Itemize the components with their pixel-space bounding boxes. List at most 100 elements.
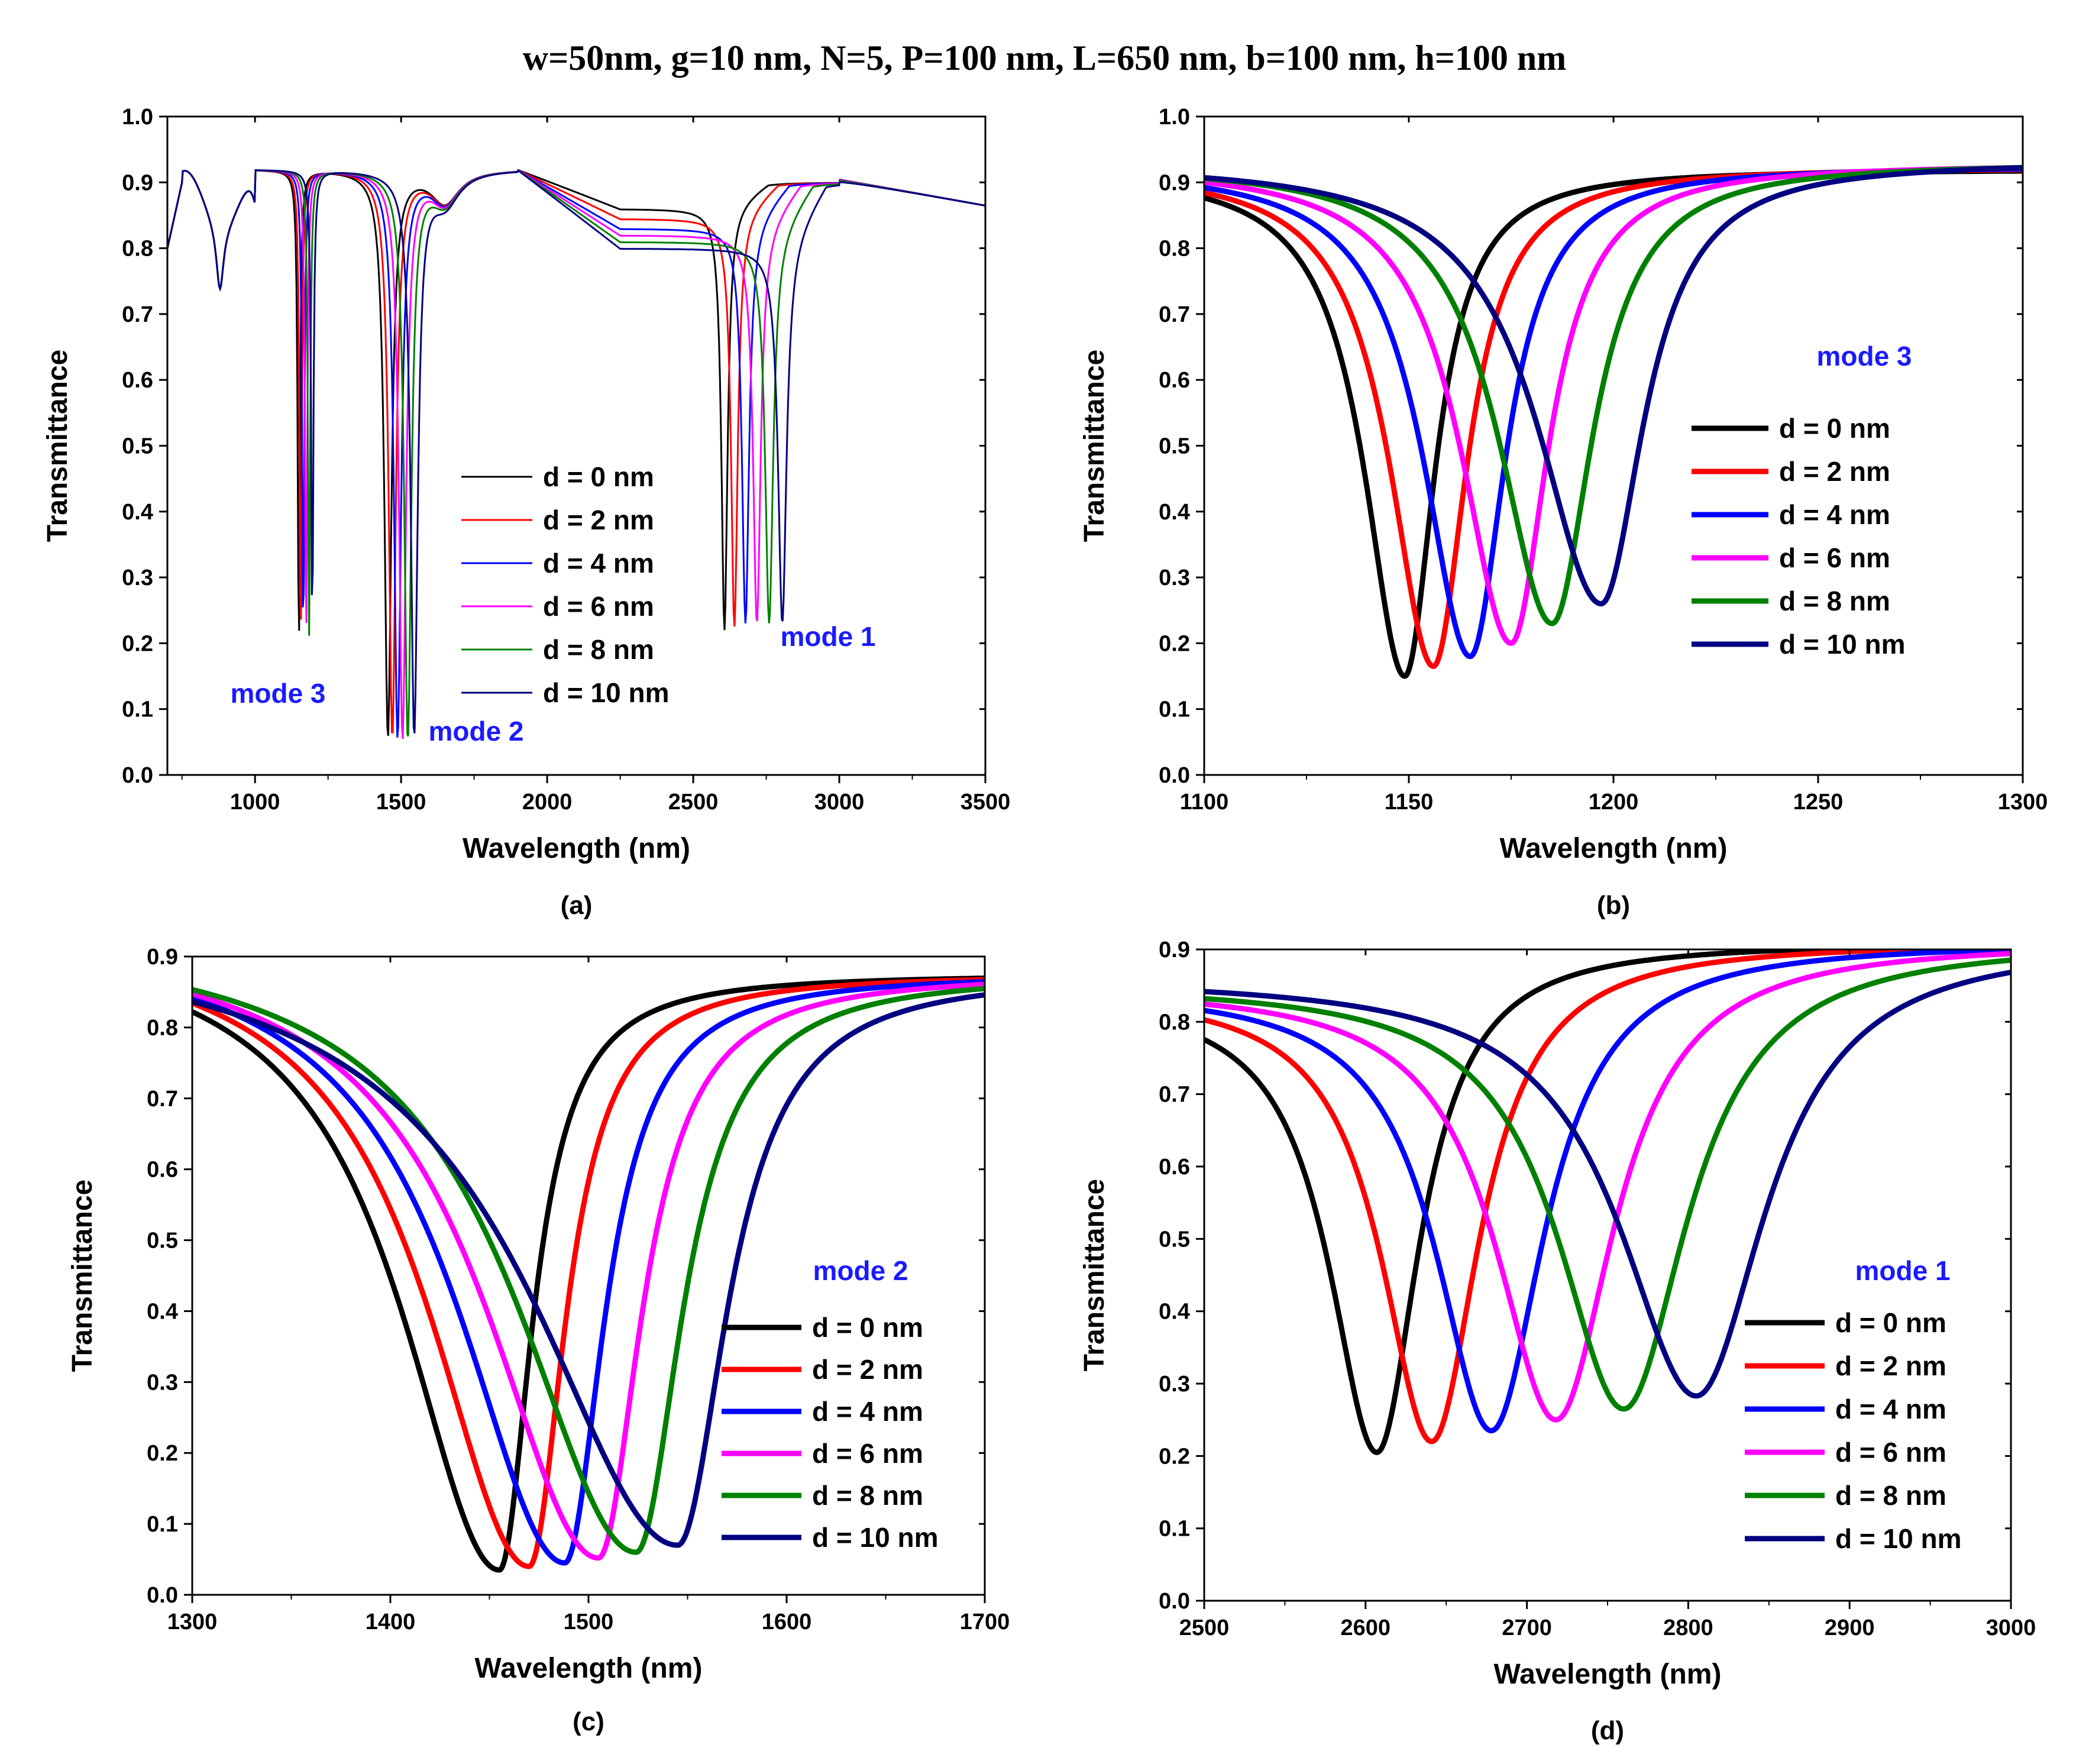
panel-a: 1000 1500 2000 2500 3000 3500 0.0 0.1 0.2 0.3 0.4 0… [42,105,1010,920]
series-line [1204,949,2011,1445]
mode-annotation: mode 1 [1855,1255,1950,1286]
series-line [1204,970,2011,1399]
legend-label: d = 2 nm [543,505,654,535]
y-axis-label: Transmittance [67,1180,98,1372]
series-line [1204,949,2011,1433]
x-tick-label: 2900 [1825,1616,1875,1640]
legend: d = 0 nm d = 2 nm d = 4 nm d = 6 nm d = 8 nm… [722,1312,938,1553]
x-tick-label: 1100 [1180,790,1228,815]
x-tick-label: 1600 [762,1610,812,1634]
series-line [192,979,985,1566]
x-tick-label: 1500 [376,790,426,815]
y-tick-label: 0.3 [147,1370,178,1395]
y-axis-label: Transmittance [1079,350,1110,542]
y-tick-label: 0.0 [1159,1589,1190,1614]
y-tick-label: 0.8 [1159,1010,1190,1035]
x-tick-label: 3000 [1986,1616,2036,1640]
y-tick-label: 0.3 [1159,566,1190,590]
y-tick-label: 0.7 [147,1087,178,1112]
legend-label: d = 10 nm [543,677,669,708]
y-tick-label: 0.1 [147,1512,178,1537]
panel-caption: (a) [561,891,593,920]
legend-label: d = 8 nm [812,1480,923,1511]
legend-label: d = 4 nm [543,548,654,579]
legend-label: d = 4 nm [1835,1394,1946,1424]
x-axis-label: Wavelength (nm) [475,1653,703,1684]
series-group [1204,949,2011,1455]
x-axis-label: Wavelength (nm) [463,833,690,864]
y-tick-label: 0.7 [122,302,153,327]
y-tick-label: 0.6 [1159,1155,1190,1180]
x-tick-label: 1200 [1589,790,1639,815]
x-tick-label: 2000 [522,790,573,815]
series-line [1204,168,2023,679]
x-tick-label: 1700 [960,1610,1010,1634]
y-tick-label: 0.6 [1159,368,1190,393]
series-group [167,169,985,739]
x-tick-label: 2500 [1179,1616,1230,1640]
y-tick-label: 0.0 [122,763,153,788]
legend-label: d = 8 nm [1835,1480,1946,1511]
series-line [1204,957,2011,1412]
y-tick-label: 0.5 [147,1229,178,1253]
series-line [192,986,985,1555]
series-line [192,977,985,1569]
series-line [167,169,985,734]
legend-label: d = 10 nm [1779,629,1905,660]
legend-label: d = 10 nm [1835,1523,1961,1554]
y-tick-label: 0.9 [1159,938,1190,962]
y-tick-label: 0.4 [1159,500,1190,525]
legend-label: d = 4 nm [1779,499,1890,530]
y-tick-label: 0.9 [147,945,178,970]
x-tick-label: 1300 [1998,790,2048,815]
legend-label: d = 2 nm [812,1354,923,1385]
mode-annotation: mode 3 [230,678,325,709]
mode-annotation: mode 3 [1816,341,1912,371]
y-tick-label: 0.3 [1159,1372,1190,1397]
series-line [1204,949,1922,1455]
x-tick-label: 1400 [366,1610,416,1634]
legend-label: d = 0 nm [543,461,654,492]
x-tick-label: 2600 [1341,1616,1391,1640]
y-tick-label: 0.9 [122,170,153,195]
panel-caption: (b) [1597,891,1630,920]
y-tick-label: 0.6 [147,1158,178,1183]
y-tick-label: 0.5 [122,434,153,459]
series-line [1204,164,2023,626]
y-tick-label: 0.7 [1159,302,1190,327]
figure-title: w=50nm, g=10 nm, N=5, P=100 nm, L=650 nm… [523,38,1567,77]
y-tick-label: 1.0 [122,105,153,130]
y-tick-label: 0.0 [147,1583,178,1608]
y-tick-label: 0.8 [1159,237,1190,261]
x-tick-label: 1250 [1793,790,1844,815]
y-tick-label: 0.0 [1159,763,1190,788]
legend-label: d = 6 nm [543,591,654,622]
legend-label: d = 8 nm [543,634,654,665]
series-line [1204,951,2011,1423]
y-tick-label: 1.0 [1159,105,1190,130]
x-axis-label: Wavelength (nm) [1494,1659,1722,1690]
y-tick-label: 0.5 [1159,434,1190,459]
mode-annotation: mode 2 [428,716,523,747]
panel-b: 1100 1150 1200 1250 1300 0.0 0.1 0.2 0.3 0.4 0.5 0.… [1079,105,2048,920]
y-tick-label: 0.1 [1159,697,1190,722]
y-tick-label: 0.7 [1159,1083,1190,1107]
y-tick-label: 0.4 [1159,1300,1190,1324]
legend-label: d = 0 nm [1835,1307,1946,1338]
series-line [192,981,985,1561]
panel-caption: (c) [573,1707,604,1736]
series-line [1204,165,2023,607]
legend-label: d = 2 nm [1835,1351,1946,1381]
legend-label: d = 10 nm [812,1522,938,1553]
x-tick-label: 1500 [564,1610,614,1634]
y-tick-label: 0.2 [1159,1444,1190,1469]
y-axis-label: Transmittance [42,350,73,542]
x-tick-label: 1000 [230,790,280,815]
x-tick-label: 3000 [814,790,865,815]
series-line [192,992,985,1548]
legend-label: d = 6 nm [1779,542,1890,573]
legend-label: d = 0 nm [1779,413,1890,444]
y-tick-label: 0.8 [122,237,153,261]
y-tick-label: 0.6 [122,368,153,393]
